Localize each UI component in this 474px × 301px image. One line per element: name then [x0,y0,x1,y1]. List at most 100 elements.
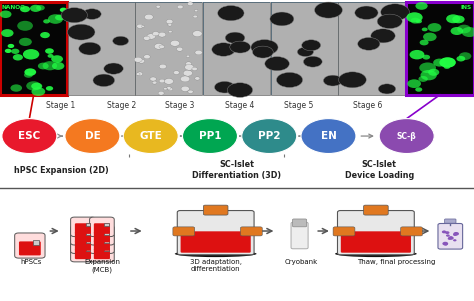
Circle shape [428,69,439,76]
Bar [203,2,270,95]
FancyBboxPatch shape [71,217,95,237]
Circle shape [152,32,159,36]
Circle shape [433,59,446,67]
Circle shape [415,2,428,10]
FancyBboxPatch shape [75,249,91,259]
Text: Thaw, final processing: Thaw, final processing [356,259,435,265]
FancyBboxPatch shape [90,242,114,262]
Circle shape [439,57,456,68]
Ellipse shape [323,75,342,86]
Circle shape [442,242,448,246]
Circle shape [43,19,50,23]
Circle shape [13,54,23,61]
Ellipse shape [381,4,410,20]
Circle shape [442,231,447,233]
Text: Stage 3: Stage 3 [165,101,195,110]
Circle shape [419,62,436,73]
Circle shape [445,231,449,234]
Circle shape [301,119,356,154]
Circle shape [0,11,11,18]
Ellipse shape [377,14,402,29]
Circle shape [451,27,463,35]
Circle shape [453,232,459,236]
Circle shape [158,91,164,95]
FancyBboxPatch shape [203,205,228,215]
FancyBboxPatch shape [33,240,39,244]
Circle shape [187,2,193,5]
Ellipse shape [335,250,417,257]
Ellipse shape [228,83,253,97]
Circle shape [150,77,156,81]
FancyBboxPatch shape [104,239,109,243]
Text: Expansion
(MCB): Expansion (MCB) [84,259,120,272]
Circle shape [242,119,297,154]
Ellipse shape [215,81,235,93]
FancyBboxPatch shape [71,225,95,245]
Bar [203,2,270,95]
Circle shape [138,59,145,63]
Circle shape [8,44,14,48]
FancyBboxPatch shape [90,225,114,245]
FancyBboxPatch shape [104,231,109,234]
Circle shape [448,236,454,240]
Bar [0,2,67,95]
FancyBboxPatch shape [94,223,110,234]
FancyBboxPatch shape [401,227,422,236]
Circle shape [181,76,190,82]
Circle shape [182,119,237,154]
Circle shape [55,14,64,20]
Ellipse shape [212,43,235,56]
Circle shape [159,45,164,48]
Bar [338,2,406,95]
Ellipse shape [371,29,395,43]
Ellipse shape [218,5,244,21]
Circle shape [43,61,57,70]
Text: SC-β: SC-β [397,132,417,141]
Ellipse shape [378,84,396,94]
Ellipse shape [251,39,278,55]
Ellipse shape [225,32,245,43]
FancyBboxPatch shape [90,234,114,253]
Bar [135,2,202,95]
FancyBboxPatch shape [94,232,110,242]
Circle shape [177,5,183,9]
Circle shape [168,31,172,33]
FancyBboxPatch shape [104,222,109,226]
Circle shape [407,79,421,88]
Circle shape [173,71,179,74]
FancyBboxPatch shape [173,227,195,236]
Text: NANOG: NANOG [2,5,26,10]
Circle shape [166,20,173,24]
Text: INS: INS [461,5,472,10]
Circle shape [447,237,451,240]
Text: hPSCs: hPSCs [20,259,42,265]
Bar [271,2,338,95]
Circle shape [181,86,190,92]
Circle shape [422,27,428,31]
FancyBboxPatch shape [85,231,90,234]
FancyBboxPatch shape [337,211,414,255]
Circle shape [446,14,460,23]
Circle shape [419,76,428,82]
Circle shape [26,81,41,91]
Ellipse shape [297,47,313,57]
Ellipse shape [253,46,273,58]
FancyBboxPatch shape [71,234,95,253]
Text: Stage 4: Stage 4 [225,101,254,110]
Circle shape [48,14,63,24]
Circle shape [168,23,172,26]
Circle shape [444,65,450,69]
Circle shape [145,14,153,20]
Circle shape [30,5,41,12]
Circle shape [123,119,178,154]
FancyBboxPatch shape [85,222,90,226]
Circle shape [422,55,430,60]
Ellipse shape [276,72,302,88]
Text: Stage 1: Stage 1 [46,101,75,110]
Circle shape [47,54,54,58]
Circle shape [406,12,423,23]
Circle shape [192,31,202,37]
Circle shape [462,27,474,37]
Circle shape [20,6,30,12]
Circle shape [194,10,198,12]
